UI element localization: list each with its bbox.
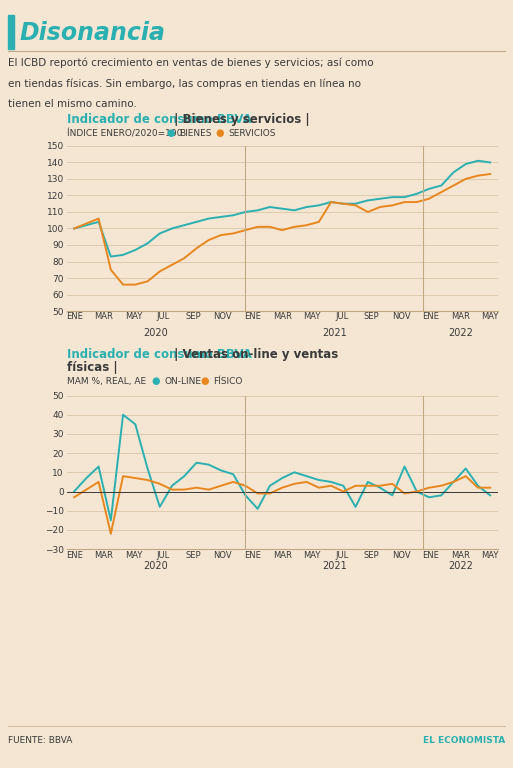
Text: BIENES: BIENES bbox=[180, 129, 212, 138]
Text: 2020: 2020 bbox=[144, 328, 168, 338]
Text: tienen el mismo camino.: tienen el mismo camino. bbox=[8, 99, 136, 109]
Text: EL ECONOMISTA: EL ECONOMISTA bbox=[423, 736, 505, 745]
Text: Disonancia: Disonancia bbox=[19, 21, 166, 45]
Text: en tiendas físicas. Sin embargo, las compras en tiendas en línea no: en tiendas físicas. Sin embargo, las com… bbox=[8, 78, 361, 89]
Text: ●: ● bbox=[151, 376, 160, 386]
Text: físicas |: físicas | bbox=[67, 361, 117, 374]
Text: | Ventas on-line y ventas: | Ventas on-line y ventas bbox=[170, 348, 339, 361]
Text: 2022: 2022 bbox=[448, 561, 473, 571]
Text: 2021: 2021 bbox=[322, 328, 347, 338]
Text: ●: ● bbox=[200, 376, 209, 386]
Text: 2021: 2021 bbox=[322, 561, 347, 571]
Text: MAM %, REAL, AE: MAM %, REAL, AE bbox=[67, 377, 146, 386]
Text: Indicador de consumo BBVA: Indicador de consumo BBVA bbox=[67, 348, 251, 361]
Text: Indicador de consumo BBVA: Indicador de consumo BBVA bbox=[67, 113, 251, 126]
Text: SERVICIOS: SERVICIOS bbox=[228, 129, 276, 138]
Text: 2020: 2020 bbox=[144, 561, 168, 571]
Text: ON-LINE: ON-LINE bbox=[164, 377, 201, 386]
Text: FÍSICO: FÍSICO bbox=[213, 377, 242, 386]
Text: El ICBD reportó crecimiento en ventas de bienes y servicios; así como: El ICBD reportó crecimiento en ventas de… bbox=[8, 58, 373, 68]
Text: | Bienes y servicios |: | Bienes y servicios | bbox=[170, 113, 310, 126]
Text: ●: ● bbox=[167, 128, 175, 138]
Text: ●: ● bbox=[215, 128, 224, 138]
Text: 2022: 2022 bbox=[448, 328, 473, 338]
Text: FUENTE: BBVA: FUENTE: BBVA bbox=[8, 736, 72, 745]
Text: ÍNDICE ENERO/2020=100: ÍNDICE ENERO/2020=100 bbox=[67, 129, 182, 138]
